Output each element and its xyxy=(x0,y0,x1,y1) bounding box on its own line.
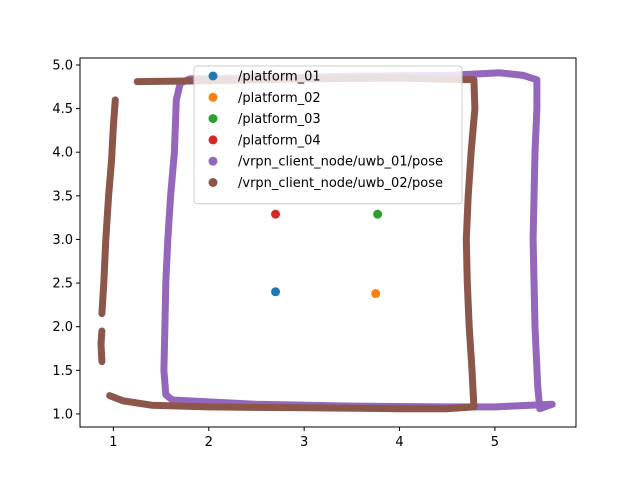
legend-label: /vrpn_client_node/uwb_01/pose xyxy=(238,155,443,170)
y-tick-label: 3.0 xyxy=(52,233,73,248)
legend-label: /vrpn_client_node/uwb_02/pose xyxy=(238,176,443,191)
trajectory-segment xyxy=(97,327,106,366)
axes-frame xyxy=(79,57,577,428)
series-3 xyxy=(373,209,383,219)
legend-marker xyxy=(208,135,218,145)
y-tick-label: 3.5 xyxy=(52,189,73,204)
y-tick-label: 4.0 xyxy=(52,146,73,161)
data-point xyxy=(271,209,281,219)
y-tick-label: 5.0 xyxy=(52,58,73,73)
y-tick-label: 1.5 xyxy=(52,364,73,379)
legend-box xyxy=(193,65,463,205)
trajectory-segment xyxy=(98,96,119,318)
y-tick-label: 2.5 xyxy=(52,277,73,292)
legend-marker xyxy=(208,178,218,187)
x-tick-label: 1 xyxy=(109,435,117,450)
axis-ticks: 1 2 3 4 5 1.0 1.5 2.0 2.5 3.0 3.5 4.0 4.5 5.0 xyxy=(52,58,499,450)
series-4 xyxy=(271,209,281,219)
trajectory-segment xyxy=(160,69,556,413)
x-tick-label: 5 xyxy=(491,435,499,450)
legend-marker xyxy=(208,156,218,166)
legend-marker xyxy=(208,71,218,81)
legend-marker xyxy=(208,92,218,102)
y-tick-label: 1.0 xyxy=(52,407,73,422)
legend-label: /platform_03 xyxy=(238,112,321,127)
y-tick-label: 4.5 xyxy=(52,102,73,117)
series-1 xyxy=(271,287,281,297)
data-point xyxy=(373,209,383,219)
y-tick-label: 2.0 xyxy=(52,320,73,335)
series-5 xyxy=(160,69,556,413)
x-tick-label: 2 xyxy=(205,435,213,450)
legend-label: /platform_04 xyxy=(238,133,321,148)
x-tick-label: 4 xyxy=(395,435,403,450)
legend-marker xyxy=(208,114,218,124)
legend-label: /platform_02 xyxy=(238,91,321,106)
data-point xyxy=(371,289,381,299)
legend-label: /platform_01 xyxy=(238,70,321,85)
x-tick-label: 3 xyxy=(300,435,308,450)
legend: /platform_01/platform_02/platform_03/pla… xyxy=(193,65,463,205)
data-point xyxy=(271,287,281,297)
series-2 xyxy=(371,289,381,299)
